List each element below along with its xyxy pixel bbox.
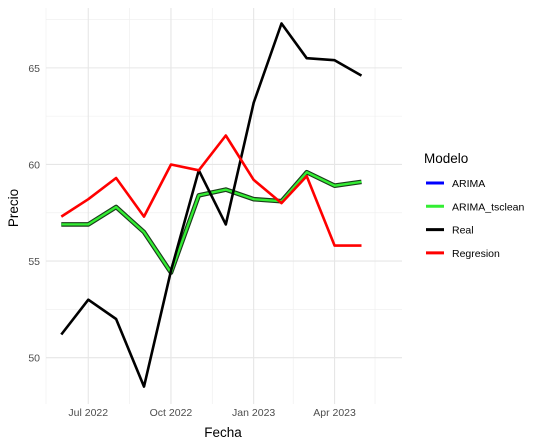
legend-label-regresion: Regresion bbox=[452, 248, 500, 260]
y-tick-label: 60 bbox=[28, 159, 40, 171]
series-line-real bbox=[60, 22, 363, 388]
legend-label-real: Real bbox=[452, 225, 474, 237]
x-tick-label: Jul 2022 bbox=[68, 407, 108, 419]
y-axis-title: Precio bbox=[6, 189, 21, 227]
series-line-arima bbox=[61, 171, 362, 274]
y-tick-label: 55 bbox=[28, 256, 40, 268]
legend-label-arima: ARIMA bbox=[452, 178, 485, 190]
y-tick-label: 65 bbox=[28, 63, 40, 75]
x-tick-label: Jan 2023 bbox=[232, 407, 275, 419]
x-tick-label: Oct 2022 bbox=[150, 407, 193, 419]
series-line-arima-tsclean-outline bbox=[61, 169, 362, 275]
legend-label-arima-tsclean: ARIMA_tsclean bbox=[452, 201, 525, 213]
series-lines bbox=[60, 22, 363, 388]
series-line-regresion bbox=[60, 134, 362, 247]
x-tick-label: Apr 2023 bbox=[313, 407, 356, 419]
grid-major bbox=[46, 8, 402, 404]
y-tick-labels: 50 55 60 65 bbox=[28, 63, 40, 365]
x-axis-title: Fecha bbox=[204, 425, 242, 440]
legend-title: Modelo bbox=[424, 151, 468, 166]
x-tick-labels: Jul 2022 Oct 2022 Jan 2023 Apr 2023 bbox=[68, 407, 356, 419]
legend: Modelo ARIMA ARIMA_tsclean Real Regresion bbox=[424, 151, 525, 260]
y-tick-label: 50 bbox=[28, 353, 40, 365]
series-line-arima-tsclean bbox=[61, 171, 362, 274]
